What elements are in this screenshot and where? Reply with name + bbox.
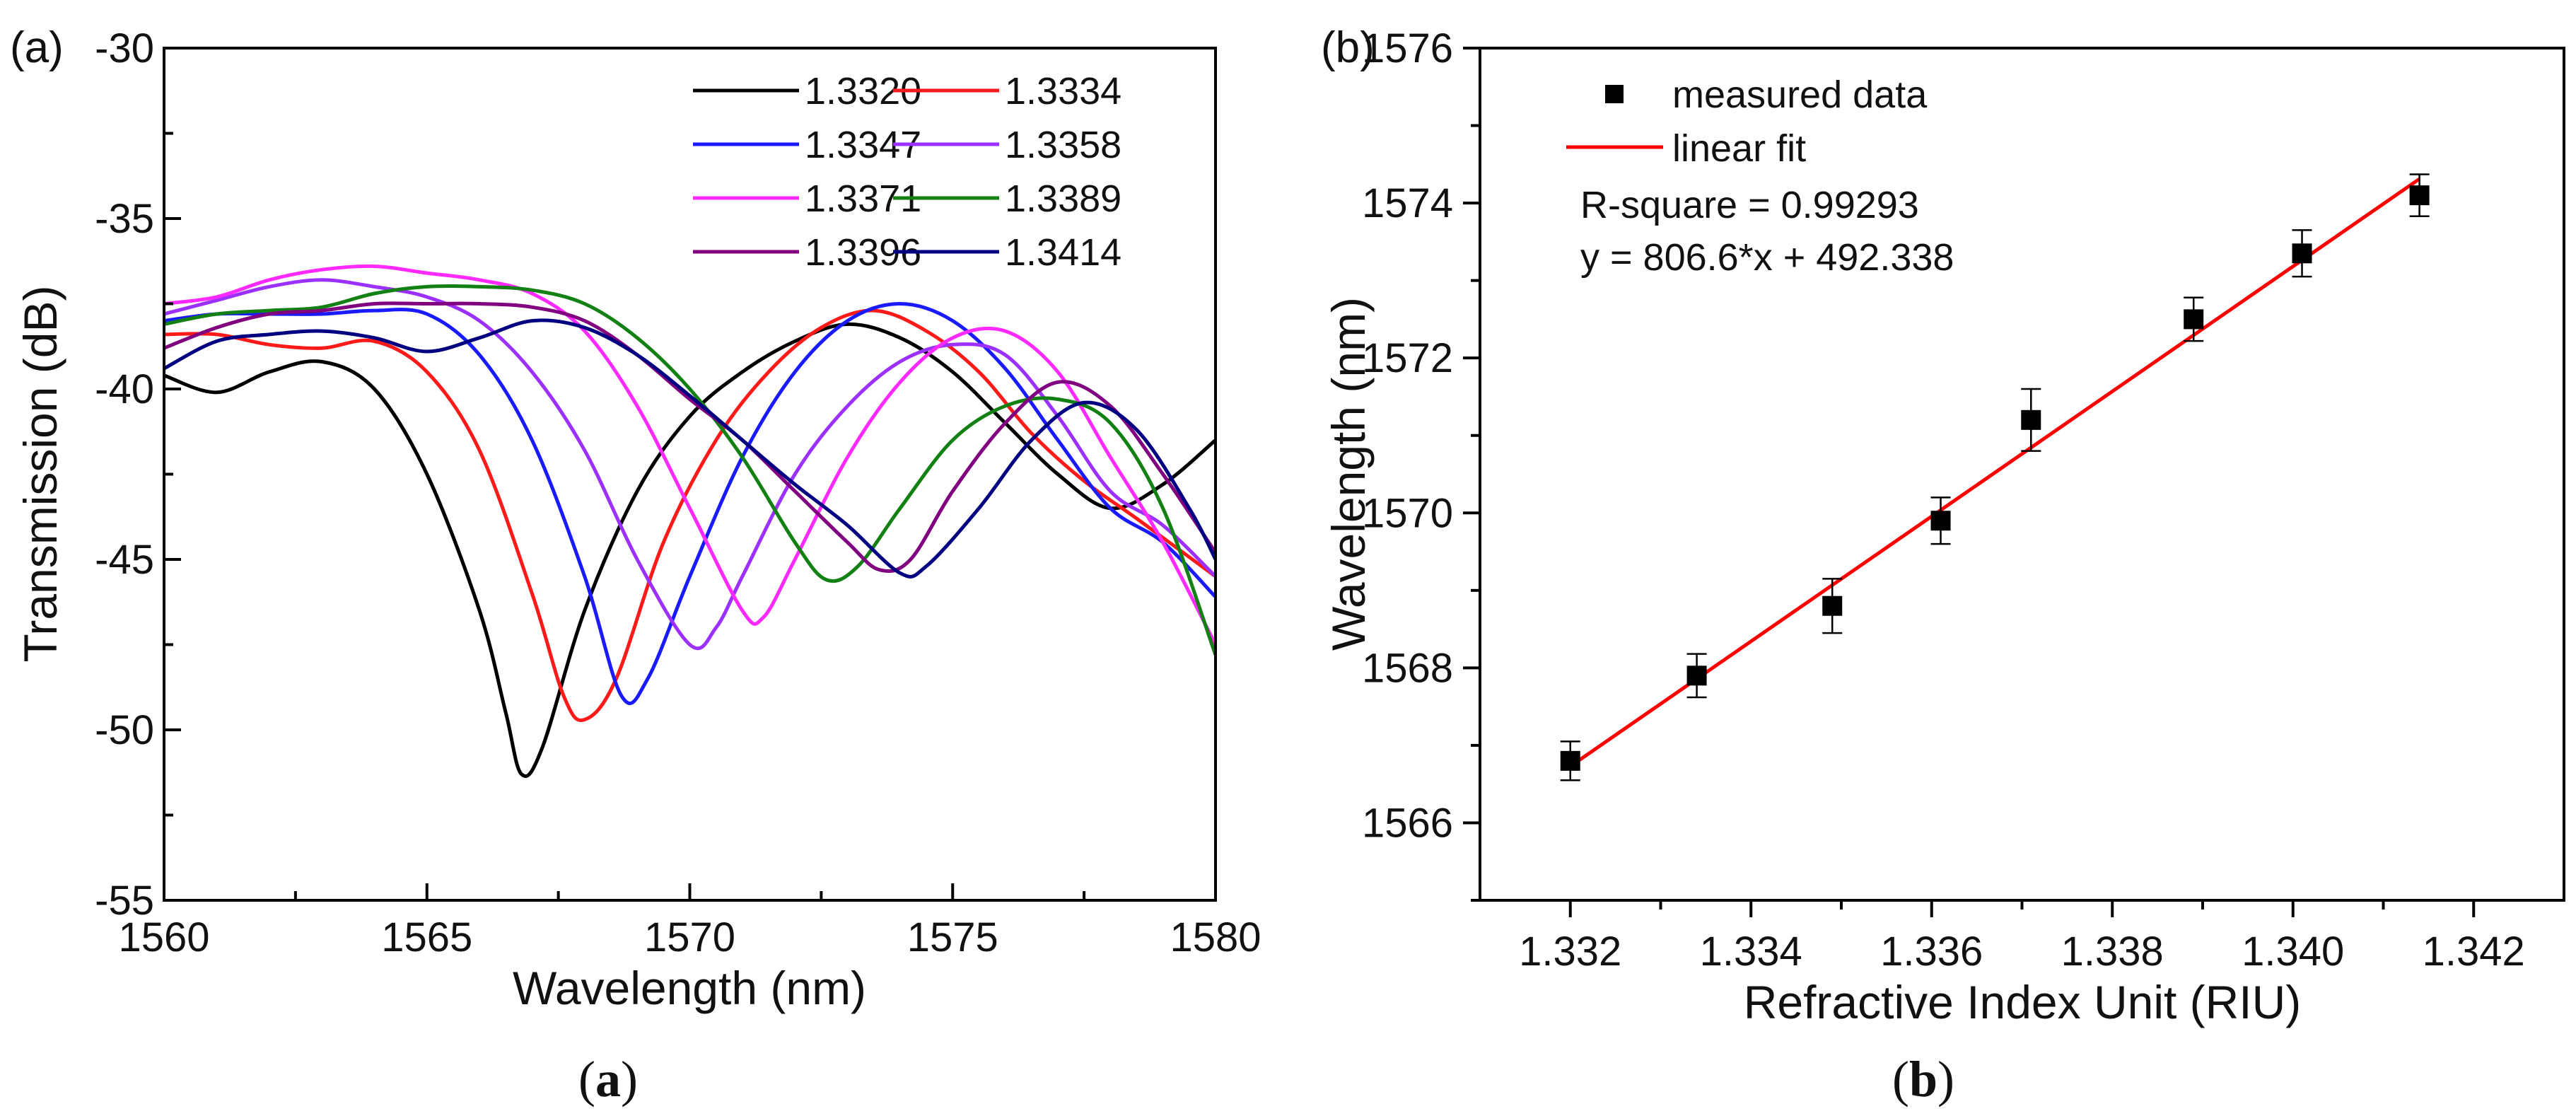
legend-label-1.3414: 1.3414: [1005, 231, 1121, 274]
panel-a-ticks: 1560 1565 1570 1575 1580 -30 -35 -40 -45 -50 -55: [95, 25, 1261, 960]
data-point: [2292, 243, 2312, 264]
y-tick-label-1566: 1566: [1362, 800, 1453, 846]
y-tick-label--35: -35: [95, 196, 154, 242]
panel-b-r-square: R-square = 0.99293: [1580, 184, 1919, 226]
legend-label-measured: measured data: [1672, 74, 1928, 116]
panel-b-fit-equation: y = 806.6*x + 492.338: [1580, 236, 1954, 279]
panel-a-tag: (a): [10, 23, 64, 72]
data-point: [2409, 185, 2430, 206]
panel-b-ylabel: Wavelength (nm): [1322, 297, 1375, 651]
data-point: [1560, 750, 1580, 771]
legend-label-1.3334: 1.3334: [1005, 70, 1121, 112]
panel-b-xlabel: Refractive Index Unit (RIU): [1744, 976, 2302, 1028]
panel-b-frame: [1479, 47, 2565, 902]
x-tick-label-1.332: 1.332: [1519, 929, 1621, 975]
caption-b-letter: b: [1909, 1051, 1937, 1108]
y-tick-label-1574: 1574: [1362, 180, 1453, 226]
data-point: [2021, 409, 2041, 430]
y-tick-label--50: -50: [95, 707, 154, 753]
data-point: [1686, 665, 1707, 686]
y-tick-label--55: -55: [95, 878, 154, 924]
x-tick-label-1580: 1580: [1170, 914, 1261, 960]
data-point: [1822, 595, 1843, 616]
data-point: [1930, 511, 1951, 531]
caption-b: (b): [1892, 1051, 1954, 1108]
caption-b-open: (: [1892, 1051, 1909, 1108]
y-tick-label--30: -30: [95, 25, 154, 71]
panel-b-chart: (b) 1.332 1.334 1.336 1.338 1.340 1.342 1576 15…: [1321, 23, 2565, 1028]
legend-label-linear-fit: linear fit: [1672, 127, 1806, 170]
x-tick-label-1.338: 1.338: [2061, 929, 2164, 975]
caption-a-close: ): [621, 1051, 638, 1108]
y-tick-label--40: -40: [95, 366, 154, 412]
y-tick-label-1570: 1570: [1362, 490, 1453, 536]
panel-a-ylabel: Transmission (dB): [14, 286, 66, 663]
x-tick-label-1.342: 1.342: [2423, 929, 2525, 975]
caption-a: (a): [578, 1051, 638, 1108]
panel-a-chart: (a) 1560 1565 1570 1575 1580 -30 -35 -40 -45 -50 -…: [10, 23, 1261, 1014]
x-tick-label-1575: 1575: [907, 914, 998, 960]
panel-b-legend: measured data linear fit: [1566, 74, 1928, 170]
x-tick-label-1.340: 1.340: [2242, 929, 2344, 975]
x-tick-label-1570: 1570: [644, 914, 735, 960]
series-line-1.3371: [164, 264, 1216, 646]
y-tick-label-1572: 1572: [1362, 335, 1453, 381]
caption-a-open: (: [578, 1051, 595, 1108]
panel-a-curves: [164, 264, 1216, 778]
panel-a-xlabel: Wavelength (nm): [513, 962, 866, 1014]
x-tick-label-1.334: 1.334: [1700, 929, 1802, 975]
series-line-1.3414: [164, 318, 1216, 579]
y-tick-label-1576: 1576: [1362, 25, 1453, 71]
caption-a-letter: a: [595, 1051, 621, 1108]
x-tick-label-1.336: 1.336: [1880, 929, 1983, 975]
series-line-1.3347: [164, 301, 1216, 705]
y-tick-label-1568: 1568: [1362, 645, 1453, 691]
panel-b-plot: [1560, 173, 2430, 781]
x-tick-label-1560: 1560: [118, 914, 209, 960]
data-point: [2184, 309, 2204, 330]
y-tick-label--45: -45: [95, 537, 154, 583]
series-line-1.3320: [164, 322, 1216, 778]
series-line-1.3358: [164, 278, 1216, 651]
legend-label-1.3358: 1.3358: [1005, 124, 1121, 166]
series-line-1.3334: [164, 308, 1216, 722]
linear-fit-line: [1569, 177, 2421, 768]
caption-b-close: ): [1937, 1051, 1954, 1108]
legend-marker-measured: [1605, 85, 1624, 103]
series-line-1.3389: [164, 284, 1216, 656]
panel-b-tag: (b): [1321, 23, 1375, 72]
x-tick-label-1565: 1565: [381, 914, 472, 960]
panel-b-ticks: 1.332 1.334 1.336 1.338 1.340 1.342 1576 1574 15…: [1362, 25, 2525, 975]
legend-label-1.3389: 1.3389: [1005, 178, 1121, 220]
